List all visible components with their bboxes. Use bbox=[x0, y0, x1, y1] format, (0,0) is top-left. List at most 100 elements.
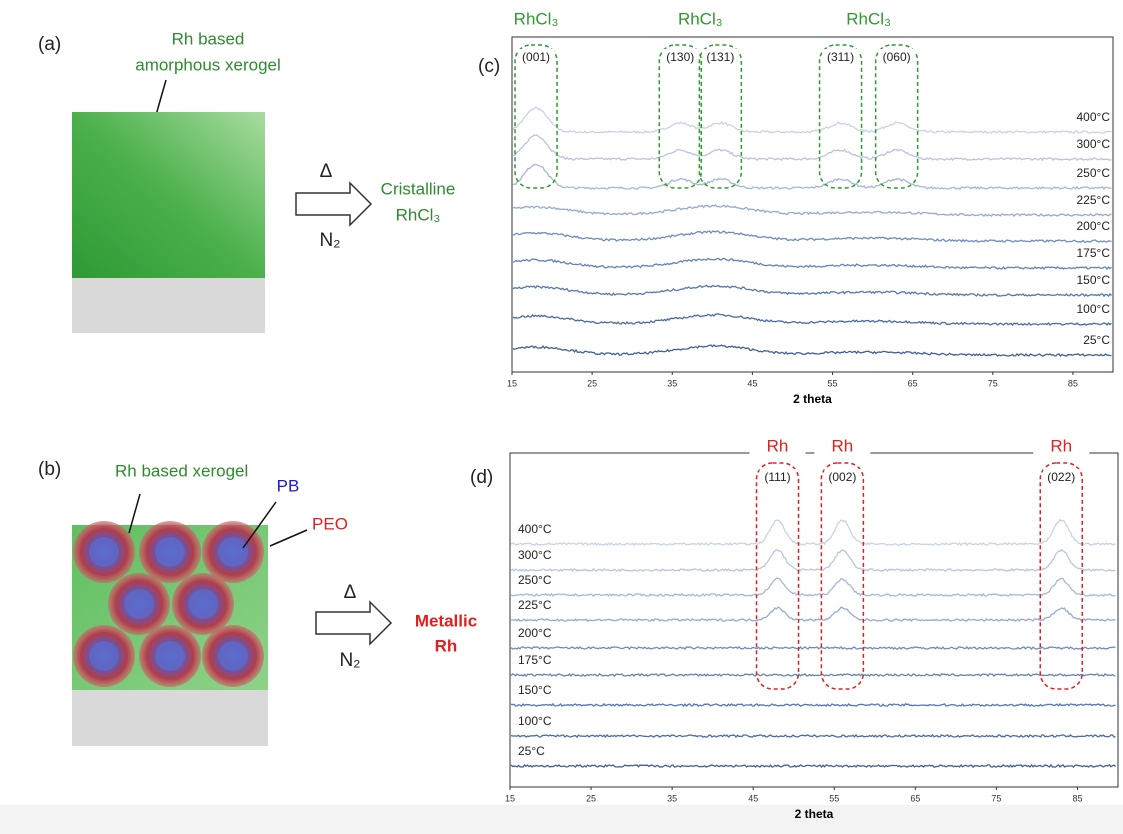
temperature-label: 400°C bbox=[518, 522, 552, 536]
reflection-box bbox=[698, 44, 743, 189]
micelle-core bbox=[155, 537, 185, 567]
x-tick-label: 55 bbox=[829, 793, 839, 803]
arrow-label: Δ bbox=[344, 582, 357, 603]
phase-label: Rh bbox=[1050, 436, 1072, 455]
temperature-label: 200°C bbox=[518, 626, 552, 640]
label-bg bbox=[759, 469, 796, 487]
xrd-trace bbox=[510, 548, 1116, 573]
temperature-label: 300°C bbox=[518, 548, 552, 562]
panel-label: (d) bbox=[470, 467, 493, 488]
caption: Rh based bbox=[172, 29, 245, 48]
x-tick-label: 65 bbox=[910, 793, 920, 803]
x-tick-label: 45 bbox=[748, 793, 758, 803]
xrd-trace bbox=[512, 257, 1112, 271]
xerogel-film bbox=[72, 112, 265, 278]
xrd-trace bbox=[512, 284, 1112, 298]
xrd-trace bbox=[510, 763, 1116, 769]
xrd-trace bbox=[512, 204, 1112, 217]
panel-label: (c) bbox=[478, 56, 500, 77]
x-tick-label: 85 bbox=[1072, 793, 1082, 803]
temperature-label: 100°C bbox=[518, 714, 552, 728]
substrate bbox=[72, 690, 268, 746]
temperature-label: 100°C bbox=[1077, 302, 1111, 316]
arrow-label: N₂ bbox=[339, 650, 360, 671]
reflection-box bbox=[755, 462, 800, 690]
x-tick-label: 75 bbox=[991, 793, 1001, 803]
temperature-label: 150°C bbox=[1077, 273, 1111, 287]
xrd-trace bbox=[510, 606, 1116, 623]
temperature-label: 175°C bbox=[518, 653, 552, 667]
phase-label: RhCl₃ bbox=[678, 9, 723, 28]
arrow-label: Δ bbox=[320, 161, 333, 182]
arrow bbox=[315, 600, 393, 646]
micelle-core bbox=[89, 641, 119, 671]
x-tick-label: 55 bbox=[828, 378, 838, 388]
label-bg bbox=[814, 436, 871, 458]
x-tick-label: 35 bbox=[667, 793, 677, 803]
panel-label: (b) bbox=[38, 459, 61, 480]
reflection-box bbox=[874, 44, 919, 189]
xrd-trace bbox=[510, 733, 1116, 739]
reflection-box bbox=[514, 44, 558, 189]
label-bg bbox=[822, 49, 859, 67]
label-bg bbox=[662, 49, 699, 67]
xrd-trace bbox=[512, 230, 1112, 243]
product: Rh bbox=[435, 636, 458, 655]
temperature-label: 400°C bbox=[1077, 110, 1111, 124]
xrd-trace bbox=[512, 163, 1112, 191]
label-bg bbox=[518, 49, 555, 67]
xrd-trace bbox=[512, 313, 1112, 327]
micelle-core bbox=[218, 537, 248, 567]
hkl-label: (060) bbox=[883, 50, 911, 64]
micelles bbox=[73, 521, 264, 687]
core-label: PB bbox=[277, 476, 300, 495]
xrd-trace bbox=[510, 702, 1116, 708]
x-tick-label: 15 bbox=[505, 793, 515, 803]
hkl-label: (311) bbox=[827, 50, 854, 64]
xrd-trace bbox=[512, 106, 1112, 135]
micelle-core bbox=[188, 589, 218, 619]
xrd-trace bbox=[510, 577, 1116, 598]
pointer bbox=[128, 493, 141, 534]
x-axis-title: 2 theta bbox=[793, 392, 832, 406]
reflection-box bbox=[1039, 462, 1084, 690]
x-tick-label: 25 bbox=[586, 793, 596, 803]
reflection-box bbox=[820, 462, 865, 690]
phase-label: RhCl₃ bbox=[514, 9, 559, 28]
label-bg bbox=[508, 9, 565, 31]
x-tick-label: 25 bbox=[587, 378, 597, 388]
hkl-label: (111) bbox=[764, 470, 790, 484]
product: Metallic bbox=[415, 611, 477, 630]
hkl-label: (001) bbox=[522, 50, 550, 64]
xrd-trace bbox=[510, 672, 1116, 678]
micelle-core bbox=[124, 589, 154, 619]
corona-label: PEO bbox=[312, 514, 348, 533]
arrow-label: N₂ bbox=[319, 230, 340, 251]
product: Cristalline bbox=[381, 179, 456, 198]
micelle-core bbox=[155, 641, 185, 671]
footer-band bbox=[0, 805, 1123, 834]
panel-label: (a) bbox=[38, 34, 61, 55]
reflection-box bbox=[658, 44, 703, 189]
xrd-trace bbox=[512, 344, 1112, 357]
label-bg bbox=[824, 469, 861, 487]
hkl-label: (002) bbox=[828, 470, 856, 484]
x-tick-label: 85 bbox=[1068, 378, 1078, 388]
temperature-label: 175°C bbox=[1077, 246, 1111, 260]
xrd-trace bbox=[510, 645, 1116, 651]
label-bg bbox=[878, 49, 915, 67]
reflection-box bbox=[818, 44, 863, 189]
temperature-label: 25°C bbox=[1083, 333, 1110, 347]
phase-label: RhCl₃ bbox=[846, 9, 891, 28]
temperature-label: 200°C bbox=[1077, 219, 1111, 233]
caption: Rh based xerogel bbox=[115, 461, 248, 480]
label-bg bbox=[749, 436, 806, 458]
product: RhCl₃ bbox=[396, 205, 441, 224]
phase-label: Rh bbox=[832, 436, 854, 455]
x-tick-label: 45 bbox=[747, 378, 757, 388]
hkl-label: (131) bbox=[706, 50, 734, 64]
phase-label: Rh bbox=[767, 436, 789, 455]
x-tick-label: 65 bbox=[908, 378, 918, 388]
hkl-label: (022) bbox=[1047, 470, 1075, 484]
substrate bbox=[72, 278, 265, 333]
